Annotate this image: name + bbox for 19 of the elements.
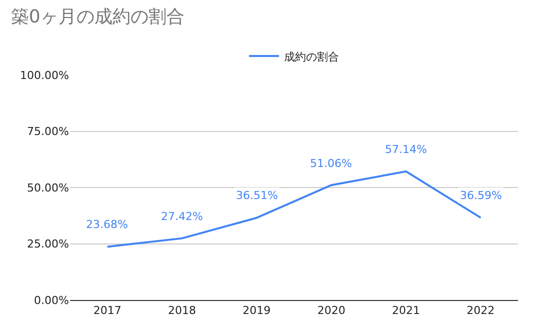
data-label: 51.06% — [310, 157, 352, 170]
x-tick-label: 2017 — [93, 304, 122, 318]
y-tick-label: 75.00% — [27, 125, 69, 138]
data-label: 23.68% — [86, 218, 128, 231]
y-tick-label: 25.00% — [27, 238, 69, 251]
y-tick-label: 100.00% — [20, 68, 69, 82]
x-tick-label: 2020 — [317, 304, 346, 318]
data-label: 27.42% — [161, 210, 203, 223]
legend-label: 成約の割合 — [284, 50, 339, 64]
y-tick-label: 50.00% — [27, 181, 69, 194]
chart-title: 築0ヶ月の成約の割合 — [10, 6, 184, 28]
y-tick-label: 0.00% — [34, 294, 69, 307]
data-label: 36.59% — [460, 189, 502, 202]
x-tick-label: 2022 — [466, 304, 495, 318]
x-tick-label: 2021 — [392, 304, 420, 318]
x-tick-label: 2018 — [168, 304, 196, 318]
data-label: 57.14% — [385, 143, 427, 156]
x-tick-label: 2019 — [242, 304, 271, 318]
data-label: 36.51% — [236, 189, 278, 202]
